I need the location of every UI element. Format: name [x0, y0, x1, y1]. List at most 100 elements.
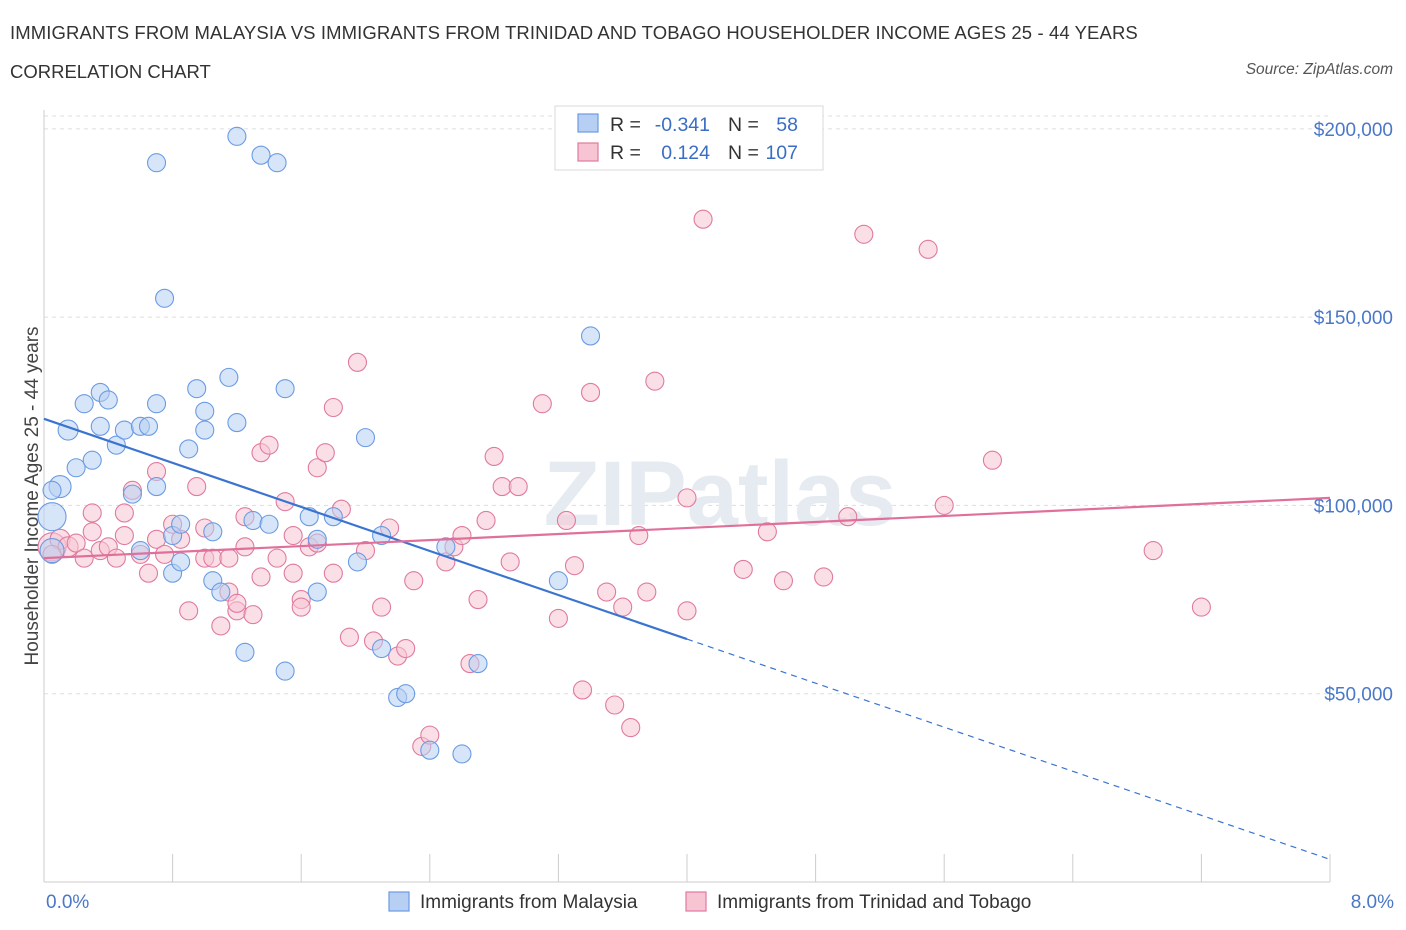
- bottom-legend: Immigrants from Malaysia Immigrants from…: [388, 891, 1031, 913]
- trend-line-malaysia-extension: [686, 638, 1331, 860]
- trinidad-point: [227, 593, 247, 613]
- trinidad-point: [323, 397, 343, 418]
- trinidad-point: [219, 548, 239, 568]
- malaysia-point: [275, 379, 295, 399]
- legend-swatch-malaysia: [388, 891, 410, 912]
- stats-r-value-malaysia: -0.341: [655, 114, 710, 136]
- trinidad-point: [773, 571, 794, 591]
- malaysia-point: [227, 413, 247, 433]
- trinidad-point: [645, 371, 665, 391]
- malaysia-point: [122, 484, 142, 504]
- malaysia-point: [146, 394, 167, 414]
- malaysia-point: [372, 638, 392, 659]
- malaysia-point: [155, 288, 175, 308]
- trinidad-point: [934, 495, 954, 515]
- malaysia-point: [195, 420, 215, 440]
- malaysia-point: [396, 684, 416, 704]
- malaysia-point: [452, 744, 472, 764]
- legend-swatch-trinidad: [685, 891, 707, 912]
- trinidad-point: [372, 597, 392, 617]
- malaysia-point: [323, 507, 343, 527]
- y-axis-label: Householder Income Ages 25 - 44 years: [22, 326, 43, 665]
- trend-line-trinidad: [43, 496, 1331, 560]
- trinidad-point: [179, 601, 199, 621]
- trinidad-point: [508, 477, 528, 497]
- trinidad-point: [259, 435, 279, 455]
- malaysia-point: [275, 661, 295, 681]
- trinidad-point: [677, 601, 697, 621]
- trinidad-point: [733, 559, 753, 579]
- malaysia-point: [355, 428, 376, 448]
- y-tick-label: $100,000: [1314, 496, 1393, 517]
- trinidad-point: [82, 522, 102, 542]
- watermark: ZIPatlas: [544, 443, 897, 545]
- malaysia-point: [227, 126, 247, 146]
- stats-n-value-trinidad: 107: [765, 142, 798, 164]
- trinidad-point: [283, 525, 303, 546]
- trinidad-point: [323, 563, 343, 583]
- trinidad-point: [597, 582, 617, 602]
- trinidad-point: [155, 544, 175, 564]
- trinidad-point: [211, 616, 231, 636]
- trinidad-point: [693, 209, 713, 229]
- stats-r-value-trinidad: 0.124: [661, 142, 710, 164]
- stats-legend-swatch-trinidad: [577, 142, 599, 162]
- malaysia-point: [420, 740, 440, 760]
- y-tick-label: $50,000: [1324, 685, 1393, 706]
- malaysia-point: [179, 439, 199, 459]
- trinidad-point: [452, 525, 472, 546]
- malaysia-point: [90, 416, 110, 436]
- trinidad-point: [548, 608, 568, 628]
- trinidad-point: [556, 510, 576, 531]
- trinidad-point: [291, 597, 311, 617]
- malaysia-point: [243, 510, 263, 531]
- trinidad-point: [404, 571, 424, 591]
- stats-legend: R = -0.341 N = 58 R = 0.124 N = 107: [554, 105, 824, 171]
- malaysia-point: [468, 654, 488, 674]
- trinidad-point: [243, 605, 263, 625]
- trinidad-point: [106, 548, 126, 568]
- malaysia-point: [106, 435, 126, 455]
- trinidad-point: [605, 695, 625, 715]
- trinidad-point: [74, 548, 94, 568]
- x-tick-label-min: 0.0%: [46, 892, 89, 913]
- trinidad-point: [492, 477, 512, 497]
- y-tick-label: $200,000: [1314, 120, 1393, 141]
- trinidad-point: [307, 458, 327, 478]
- y-tick-label: $150,000: [1314, 308, 1393, 329]
- trinidad-point: [637, 582, 657, 602]
- source-credit: Source: ZipAtlas.com: [1245, 61, 1393, 78]
- trinidad-point: [187, 477, 207, 497]
- malaysia-point: [267, 153, 287, 173]
- malaysia-point: [171, 514, 191, 534]
- malaysia-point: [580, 326, 601, 346]
- malaysia-point: [74, 394, 94, 414]
- malaysia-point: [138, 416, 159, 436]
- trend-line-malaysia: [43, 417, 688, 641]
- trinidad-point: [66, 533, 86, 553]
- malaysia-point: [39, 538, 65, 564]
- trinidad-point: [484, 446, 504, 467]
- trinidad-point: [315, 443, 335, 463]
- trinidad-point: [82, 503, 102, 523]
- malaysia-point: [187, 379, 207, 399]
- trinidad-point: [339, 627, 359, 647]
- stats-n-label-malaysia: N =: [728, 114, 759, 136]
- trinidad-point: [1191, 597, 1211, 617]
- stats-r-label-malaysia: R =: [610, 114, 641, 136]
- malaysia-point: [98, 390, 118, 410]
- trinidad-point: [572, 680, 593, 700]
- trinidad-point: [532, 394, 552, 414]
- stats-n-label-trinidad: N =: [728, 142, 759, 164]
- malaysia-point: [548, 571, 568, 591]
- malaysia-point: [251, 145, 271, 165]
- legend-label-malaysia: Immigrants from Malaysia: [420, 892, 638, 913]
- trinidad-point: [251, 567, 271, 587]
- trinidad-point: [468, 590, 488, 610]
- stats-legend-box: [554, 105, 824, 171]
- y-tick-labels: $50,000 $100,000 $150,000 $200,000: [1314, 120, 1393, 706]
- malaysia-point: [146, 477, 167, 497]
- malaysia-point: [66, 458, 86, 478]
- x-tick-marks: [172, 854, 1331, 882]
- malaysia-point: [307, 529, 327, 549]
